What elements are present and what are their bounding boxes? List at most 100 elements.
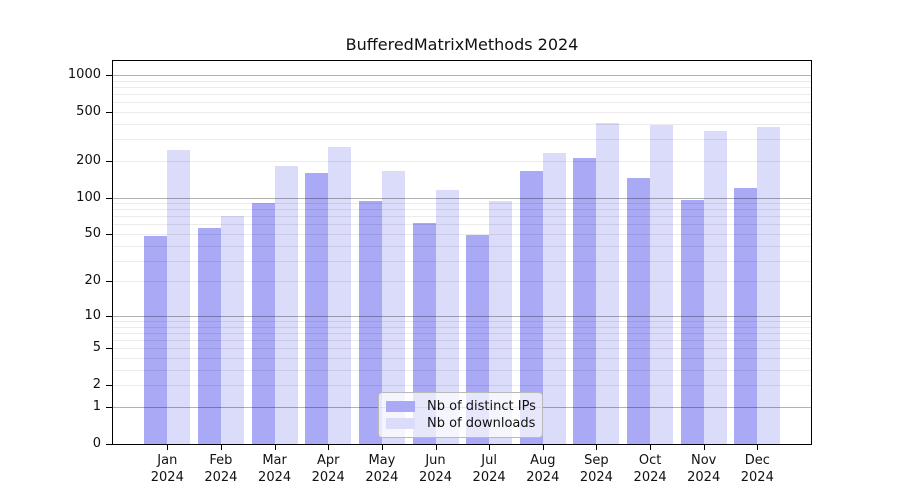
x-axis-tick bbox=[220, 444, 222, 450]
bar-downloads bbox=[650, 125, 674, 444]
gridline-minor bbox=[113, 321, 811, 322]
bar-downloads bbox=[435, 190, 459, 444]
gridline-minor bbox=[113, 332, 811, 334]
bar-distinct-ips bbox=[144, 236, 168, 444]
y-axis-tick bbox=[106, 197, 113, 199]
y-axis-tick bbox=[106, 407, 113, 408]
gridline-minor bbox=[113, 123, 811, 125]
year-label: 2024 bbox=[418, 470, 453, 485]
bar-distinct-ips bbox=[412, 222, 436, 444]
x-axis-tick-label: Aug 2024 bbox=[513, 452, 573, 486]
bar-distinct-ips bbox=[519, 170, 543, 444]
y-axis-tick bbox=[106, 281, 113, 283]
bar-downloads bbox=[542, 153, 566, 444]
x-axis-tick-label: Jan 2024 bbox=[137, 452, 197, 486]
bar-distinct-ips bbox=[358, 200, 382, 444]
gridline-minor bbox=[113, 260, 811, 262]
x-axis-tick bbox=[596, 444, 598, 450]
y-axis-tick bbox=[106, 160, 113, 162]
x-axis-tick bbox=[274, 444, 276, 450]
gridline-minor bbox=[113, 369, 811, 371]
x-axis-tick-label: May 2024 bbox=[352, 452, 412, 486]
gridline-minor bbox=[113, 385, 811, 387]
y-axis-tick-label: 1000 bbox=[67, 66, 101, 82]
y-axis-tick bbox=[106, 444, 113, 445]
x-axis-tick-label: Apr 2024 bbox=[298, 452, 358, 486]
year-label: 2024 bbox=[579, 470, 613, 485]
y-axis-tick-label: 50 bbox=[84, 226, 101, 241]
legend-item-downloads: Nb of downloads bbox=[386, 416, 536, 431]
y-axis-tick-label: 200 bbox=[76, 152, 101, 168]
y-axis-tick bbox=[106, 234, 113, 235]
gridline-minor bbox=[113, 86, 811, 88]
y-axis-tick-label: 20 bbox=[84, 273, 101, 289]
y-axis-tick bbox=[106, 315, 113, 317]
x-axis-tick-label: Sep 2024 bbox=[566, 452, 626, 486]
month-label: Nov bbox=[691, 453, 717, 468]
bars-layer bbox=[113, 61, 811, 444]
y-axis-tick-label: 0 bbox=[92, 436, 101, 451]
year-label: 2024 bbox=[204, 470, 238, 485]
y-axis-tick-label: 2 bbox=[92, 377, 101, 393]
x-axis-tick-label: Oct 2024 bbox=[620, 452, 680, 486]
x-axis-tick-label: Jul 2024 bbox=[459, 452, 519, 486]
y-axis-tick bbox=[106, 385, 113, 387]
x-axis-tick-label: Mar 2024 bbox=[245, 452, 305, 486]
legend: Nb of distinct IPs Nb of downloads bbox=[378, 392, 543, 438]
month-label: May bbox=[368, 453, 396, 468]
y-axis-tick-label: 500 bbox=[76, 103, 101, 119]
month-label: Apr bbox=[316, 453, 340, 468]
gridline-major bbox=[113, 315, 811, 317]
month-label: Aug bbox=[530, 453, 556, 468]
gridline-minor bbox=[113, 102, 811, 104]
grid-layer bbox=[113, 61, 811, 444]
gridline-minor bbox=[113, 80, 811, 82]
x-axis-tick bbox=[703, 444, 705, 450]
x-axis-tick-label: Jun 2024 bbox=[406, 452, 466, 486]
bar-downloads bbox=[489, 201, 513, 444]
y-axis-tick-label: 1 bbox=[92, 399, 101, 414]
x-axis-tick bbox=[435, 444, 437, 450]
month-label: Jul bbox=[481, 453, 497, 468]
gridline-minor bbox=[113, 216, 811, 218]
x-axis-tick-label: Nov 2024 bbox=[674, 452, 734, 486]
bar-downloads bbox=[274, 166, 298, 444]
bar-downloads bbox=[757, 126, 781, 444]
y-axis-tick bbox=[106, 348, 113, 350]
x-axis-tick bbox=[650, 444, 652, 450]
x-axis-tick bbox=[167, 444, 169, 450]
x-axis-tick bbox=[542, 444, 544, 450]
year-label: 2024 bbox=[687, 470, 721, 485]
gridline-minor bbox=[113, 326, 811, 328]
bar-downloads bbox=[167, 149, 191, 444]
gridline-minor bbox=[113, 203, 811, 204]
y-axis-tick-label: 10 bbox=[84, 307, 101, 323]
month-label: Mar bbox=[262, 453, 287, 468]
x-axis-tick-label: Dec 2024 bbox=[727, 452, 787, 486]
gridline-minor bbox=[113, 111, 811, 113]
legend-label: Nb of downloads bbox=[427, 416, 536, 431]
month-label: Jan bbox=[157, 453, 178, 468]
bar-distinct-ips bbox=[466, 235, 490, 444]
bar-distinct-ips bbox=[197, 228, 221, 444]
gridline-minor bbox=[113, 139, 811, 141]
bar-distinct-ips bbox=[734, 187, 758, 444]
y-axis-tick bbox=[106, 111, 113, 113]
chart-title: BufferedMatrixMethods 2024 bbox=[345, 35, 579, 54]
legend-swatch-distinct-ips bbox=[386, 401, 415, 412]
year-label: 2024 bbox=[472, 470, 506, 485]
legend-item-distinct-ips: Nb of distinct IPs bbox=[386, 399, 536, 414]
x-axis-tick bbox=[328, 444, 330, 450]
bar-downloads bbox=[596, 123, 620, 444]
y-axis-tick bbox=[106, 74, 113, 76]
bar-downloads bbox=[703, 130, 727, 444]
month-label: Oct bbox=[638, 453, 662, 468]
gridline-minor bbox=[113, 209, 811, 211]
bar-downloads bbox=[220, 216, 244, 444]
year-label: 2024 bbox=[365, 470, 399, 485]
gridline-minor bbox=[113, 340, 811, 342]
bar-downloads bbox=[381, 170, 405, 444]
month-label: Jun bbox=[425, 453, 446, 468]
x-axis-tick bbox=[381, 444, 383, 450]
year-label: 2024 bbox=[150, 470, 184, 485]
